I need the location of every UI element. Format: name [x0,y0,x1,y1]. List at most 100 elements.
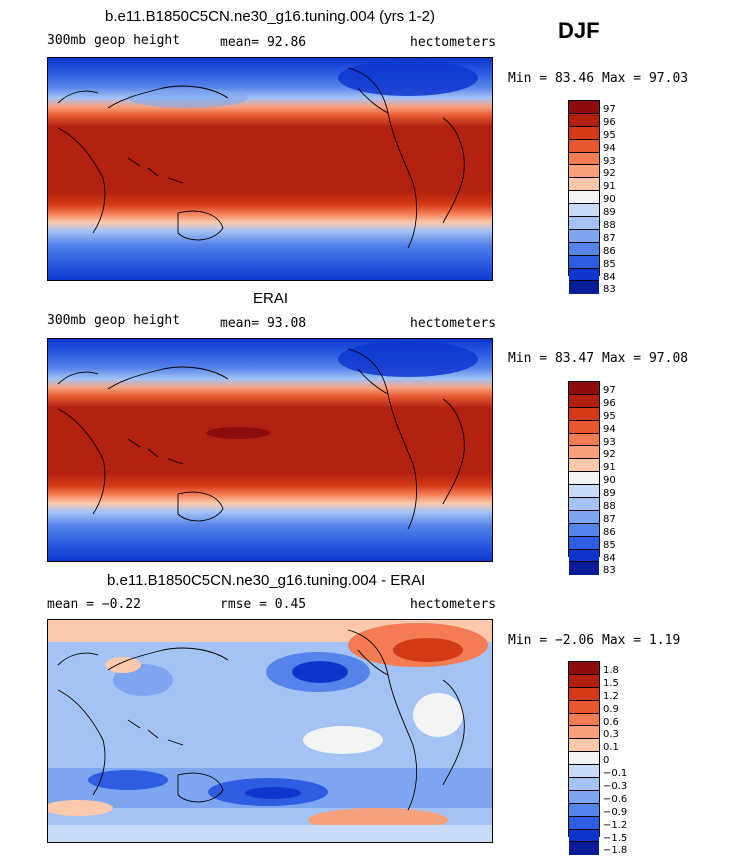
panel1-swatch-93 [569,152,599,166]
panel2-title: ERAI [253,290,289,307]
panel1-pacific-trough [128,88,248,108]
panel3-map [47,619,493,843]
panel1-units-label: hectometers [410,35,497,50]
panel3-max-label: Max = 1.19 [602,633,681,648]
panel1-tick: 90 [603,194,616,206]
panel3-tick: −0.1 [603,768,628,780]
panel2-coastlines [57,348,465,530]
panel1-swatch-91 [569,178,599,192]
panel2-max-label: Max = 97.08 [602,351,689,366]
panel3-polar-band [48,825,492,842]
panel2-tick: 87 [603,513,616,525]
panel3-tick: −1.2 [603,819,628,831]
panel1-swatch-88 [569,217,599,230]
panel1-coastlines [57,67,465,249]
panel2-tick: 94 [603,423,616,435]
panel1-tick: 91 [603,181,616,193]
panel2-swatch-96 [569,394,599,408]
panel3-swatch-0 [569,752,599,766]
panel2-swatch-91 [569,459,599,473]
panel2-tick: 89 [603,488,616,500]
panel2-polar-low [338,341,478,377]
panel1-tick: 94 [603,142,616,154]
panel3-swatch-m0.6 [569,790,599,804]
panel1-tick: 92 [603,168,616,180]
panel1-swatch-94 [569,139,599,153]
panel2-tick: 86 [603,526,616,538]
panel3-swatch-m0.1 [569,765,599,779]
panel3-mean-label: mean = −0.22 [47,597,141,612]
panel1-tick: 87 [603,232,616,244]
panel1-tick: 84 [603,271,616,283]
panel3-tropical-neutral [303,726,383,754]
panel3-swatch-1.2 [569,687,599,701]
panel3-swatch-m1.2 [569,816,599,830]
panel2-tick: 97 [603,385,616,396]
panel2-swatch-92 [569,446,599,460]
panel2-tick: 90 [603,475,616,487]
panel2-tick: 85 [603,539,616,551]
panel1-tick: 93 [603,155,616,167]
panel2-variable-label: 300mb geop height [47,313,181,328]
panel1-tick: 97 [603,104,616,115]
panel3-tick: 0.9 [603,703,619,715]
panel2-swatch-95 [569,407,599,421]
panel3-arctic-positive-core [393,638,463,662]
panel2-map-svg [48,339,492,561]
panel3-rmse-label: rmse = 0.45 [220,597,307,612]
panel3-tick: 1.5 [603,677,619,689]
panel2-swatch-88 [569,498,599,511]
panel2-swatch-85 [569,536,599,550]
panel3-colorbar-labels: 1.8 1.5 1.2 0.9 0.6 0.3 0.1 0 −0.1 −0.3 … [603,665,627,858]
panel3-pacific-negative-core [292,661,348,683]
panel3-colorbar [568,661,600,856]
panel3-atlantic-neutral [413,693,463,737]
panel1-swatch-84 [569,268,599,282]
panel1-title: b.e11.B1850C5CN.ne30_g16.tuning.004 (yrs… [105,8,435,25]
panel1-tick: 89 [603,207,616,219]
panel3-eurasia-positive [105,657,141,673]
panel1-colorbar-labels: 97 96 95 94 93 92 91 90 89 88 87 86 85 8… [603,104,616,297]
panel2-tick: 84 [603,552,616,564]
panel3-tick: −0.3 [603,781,628,793]
panel3-swatch-m1.8 [569,842,599,856]
panel2-units-label: hectometers [410,316,497,331]
panel1-polar-low [338,60,478,96]
panel2-swatch-84 [569,549,599,563]
panel3-tick: 0 [603,755,610,767]
panel2-swatch-83 [569,562,599,576]
panel3-swatch-1.5 [569,674,599,688]
panel1-swatch-90 [569,191,599,205]
panel1-variable-label: 300mb geop height [47,33,181,48]
panel2-tick: 93 [603,436,616,448]
panel2-tick: 95 [603,410,616,422]
panel2-swatch-94 [569,420,599,434]
panel3-swatch-m0.9 [569,803,599,817]
panel3-map-svg [48,620,492,842]
panel3-swatch-0.1 [569,739,599,753]
panel1-max-label: Max = 97.03 [602,71,689,86]
panel2-tick: 88 [603,501,616,513]
panel3-tick: −0.6 [603,793,628,805]
panel1-swatch-89 [569,204,599,218]
panel2-swatch-90 [569,472,599,486]
panel1-mean-label: mean= 92.86 [220,35,307,50]
panel3-tick: −1.5 [603,832,628,844]
panel1-swatch-96 [569,113,599,127]
panel2-mean-label: mean= 93.08 [220,316,307,331]
panel3-title: b.e11.B1850C5CN.ne30_g16.tuning.004 - ER… [107,572,426,589]
panel2-tick: 91 [603,462,616,474]
panel2-colorbar-labels: 97 96 95 94 93 92 91 90 89 88 87 86 85 8… [603,385,616,578]
panel1-swatch-83 [569,281,599,295]
panel3-swatch-1.8 [569,662,599,675]
panel2-swatch-97 [569,382,599,395]
panel2-min-label: Min = 83.47 [508,351,595,366]
panel1-map [47,57,493,281]
panel1-min-label: Min = 83.46 [508,71,595,86]
panel2-swatch-93 [569,433,599,447]
panel3-swatch-0.9 [569,700,599,714]
panel3-tick: 0.6 [603,716,619,728]
panel2-tick: 96 [603,397,616,409]
panel3-tick: 0.1 [603,742,619,754]
panel3-south-negative-1 [88,770,168,790]
